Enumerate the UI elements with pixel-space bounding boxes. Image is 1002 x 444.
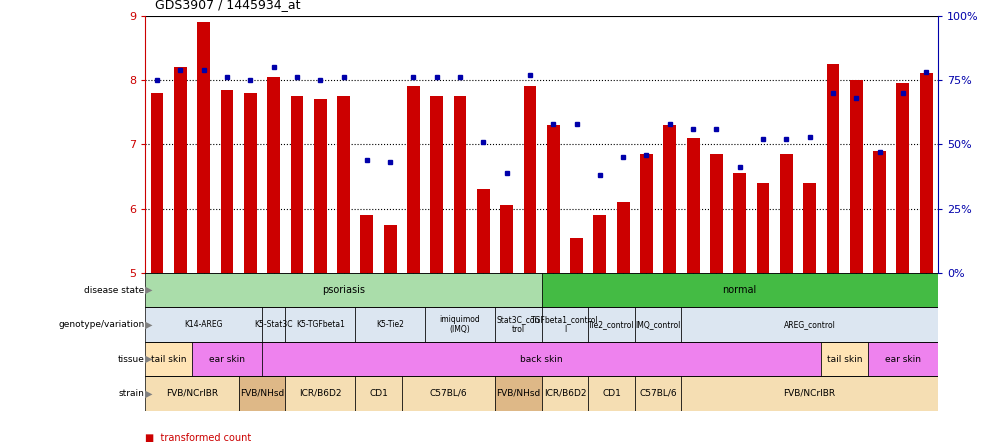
- Text: ear skin: ear skin: [208, 355, 244, 364]
- Text: GDS3907 / 1445934_at: GDS3907 / 1445934_at: [155, 0, 301, 11]
- Bar: [262, 342, 821, 377]
- Text: ear skin: ear skin: [884, 355, 920, 364]
- Bar: [355, 377, 402, 411]
- Text: psoriasis: psoriasis: [322, 285, 365, 295]
- Bar: [337, 96, 350, 273]
- Text: genotype/variation: genotype/variation: [58, 320, 144, 329]
- Bar: [384, 225, 396, 273]
- Bar: [826, 64, 839, 273]
- Bar: [355, 308, 425, 342]
- Text: FVB/NHsd: FVB/NHsd: [496, 389, 540, 398]
- Bar: [267, 77, 280, 273]
- Bar: [500, 206, 513, 273]
- Text: IMQ_control: IMQ_control: [635, 320, 680, 329]
- Text: K14-AREG: K14-AREG: [184, 320, 222, 329]
- Bar: [709, 154, 722, 273]
- Bar: [541, 273, 937, 307]
- Text: normal: normal: [721, 285, 757, 295]
- Bar: [477, 190, 489, 273]
- Bar: [569, 238, 582, 273]
- Bar: [616, 202, 629, 273]
- Text: tissue: tissue: [117, 355, 144, 364]
- Text: ▶: ▶: [145, 354, 152, 364]
- Bar: [425, 308, 495, 342]
- Text: C57BL/6: C57BL/6: [429, 389, 467, 398]
- Bar: [587, 377, 634, 411]
- Bar: [145, 308, 262, 342]
- Bar: [867, 342, 937, 377]
- Bar: [803, 183, 816, 273]
- Bar: [662, 125, 675, 273]
- Bar: [686, 138, 698, 273]
- Bar: [173, 67, 186, 273]
- Text: back skin: back skin: [520, 355, 562, 364]
- Text: ▶: ▶: [145, 285, 152, 295]
- Bar: [546, 125, 559, 273]
- Text: FVB/NCrIBR: FVB/NCrIBR: [783, 389, 835, 398]
- Text: AREG_control: AREG_control: [783, 320, 835, 329]
- Bar: [593, 215, 605, 273]
- Bar: [495, 377, 541, 411]
- Text: K5-Stat3C: K5-Stat3C: [255, 320, 293, 329]
- Text: tail skin: tail skin: [826, 355, 862, 364]
- Bar: [523, 86, 536, 273]
- Text: C57BL/6: C57BL/6: [638, 389, 676, 398]
- Bar: [896, 83, 909, 273]
- Bar: [680, 308, 937, 342]
- Bar: [639, 154, 652, 273]
- Bar: [285, 377, 355, 411]
- Text: tail skin: tail skin: [151, 355, 186, 364]
- Bar: [756, 183, 769, 273]
- Text: imiquimod
(IMQ): imiquimod (IMQ): [439, 315, 480, 334]
- Bar: [191, 342, 262, 377]
- Bar: [402, 377, 495, 411]
- Bar: [495, 308, 541, 342]
- Text: Tie2_control: Tie2_control: [587, 320, 634, 329]
- Bar: [314, 99, 327, 273]
- Bar: [145, 273, 541, 307]
- Bar: [197, 22, 209, 273]
- Text: CD1: CD1: [601, 389, 620, 398]
- Text: FVB/NHsd: FVB/NHsd: [239, 389, 284, 398]
- Bar: [780, 154, 792, 273]
- Text: Stat3C_con
trol: Stat3C_con trol: [496, 315, 539, 334]
- Text: FVB/NCrIBR: FVB/NCrIBR: [165, 389, 217, 398]
- Bar: [291, 96, 303, 273]
- Bar: [919, 74, 932, 273]
- Bar: [145, 377, 238, 411]
- Text: disease state: disease state: [84, 286, 144, 295]
- Text: ■  transformed count: ■ transformed count: [145, 433, 252, 443]
- Bar: [238, 377, 285, 411]
- Bar: [407, 86, 420, 273]
- Bar: [262, 308, 285, 342]
- Text: ICR/B6D2: ICR/B6D2: [299, 389, 341, 398]
- Bar: [821, 342, 867, 377]
- Bar: [243, 93, 257, 273]
- Text: ▶: ▶: [145, 388, 152, 399]
- Bar: [873, 151, 885, 273]
- Bar: [360, 215, 373, 273]
- Bar: [634, 377, 680, 411]
- Text: TGFbeta1_control
l: TGFbeta1_control l: [531, 315, 598, 334]
- Bar: [285, 308, 355, 342]
- Bar: [541, 377, 587, 411]
- Bar: [145, 342, 191, 377]
- Bar: [453, 96, 466, 273]
- Bar: [732, 173, 745, 273]
- Text: strain: strain: [118, 389, 144, 398]
- Bar: [220, 90, 233, 273]
- Text: ▶: ▶: [145, 320, 152, 330]
- Bar: [430, 96, 443, 273]
- Bar: [849, 80, 862, 273]
- Bar: [541, 308, 587, 342]
- Text: CD1: CD1: [369, 389, 388, 398]
- Bar: [634, 308, 680, 342]
- Text: K5-TGFbeta1: K5-TGFbeta1: [296, 320, 345, 329]
- Bar: [150, 93, 163, 273]
- Bar: [680, 377, 937, 411]
- Bar: [587, 308, 634, 342]
- Text: ICR/B6D2: ICR/B6D2: [543, 389, 585, 398]
- Text: K5-Tie2: K5-Tie2: [376, 320, 404, 329]
